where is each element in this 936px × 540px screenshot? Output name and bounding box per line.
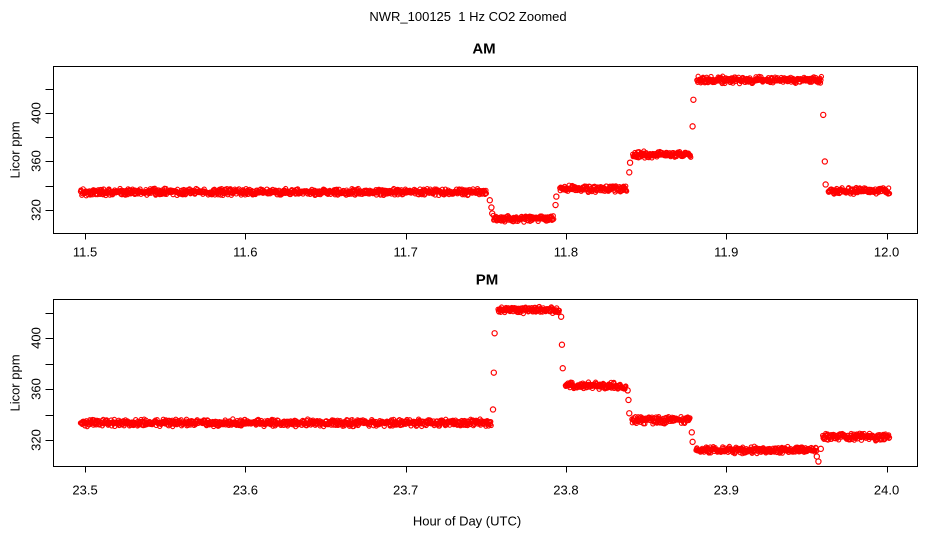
panel-title-pm: PM	[475, 271, 499, 289]
y-tick-label: 360	[28, 150, 44, 173]
y-tick-label: 320	[28, 199, 44, 221]
x-tick-label: 12.0	[873, 244, 900, 260]
y-tick-label: 360	[28, 378, 44, 401]
y-tick-label: 320	[28, 429, 44, 451]
x-axis-label: Hour of Day (UTC)	[412, 513, 522, 529]
x-tick-label: 23.5	[72, 482, 98, 498]
y-tick-label: 400	[28, 327, 44, 350]
y-tick-label: 400	[28, 102, 44, 124]
x-tick-label: 11.7	[393, 244, 418, 260]
x-tick-label: 11.8	[553, 244, 579, 260]
x-tick-label: 23.8	[553, 482, 579, 498]
panel-title-am: AM	[472, 40, 496, 58]
x-tick-label: 23.7	[392, 482, 419, 498]
x-tick-label: 11.9	[714, 244, 739, 260]
y-axis-label-am: Licor ppm	[7, 121, 23, 179]
x-tick-label: 23.9	[713, 482, 739, 498]
y-axis-label-pm: Licor ppm	[7, 354, 23, 412]
x-tick-label: 11.5	[72, 244, 98, 260]
x-tick-label: 24.0	[873, 482, 900, 498]
x-tick-label: 23.6	[232, 482, 258, 498]
figure-title: NWR_100125 1 Hz CO2 Zoomed	[369, 9, 567, 24]
x-tick-label: 11.6	[233, 244, 258, 260]
